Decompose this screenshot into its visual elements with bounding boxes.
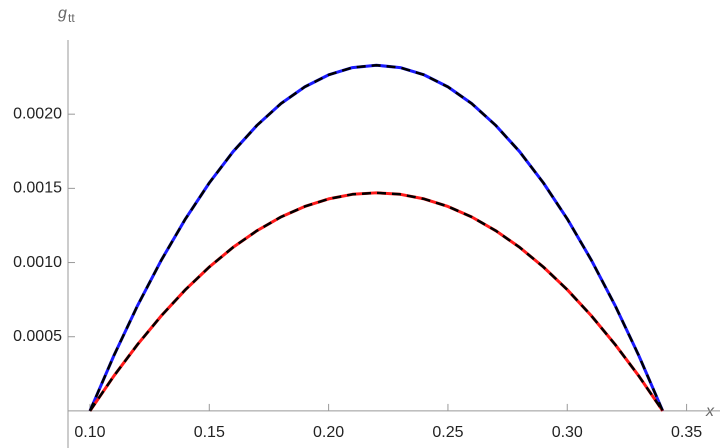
data-line	[88, 191, 664, 412]
x-axis-label: x	[705, 403, 715, 420]
x-tick-label: 0.35	[671, 424, 702, 441]
y-tick-label: 0.0020	[13, 105, 62, 122]
x-tick-label: 0.15	[194, 424, 225, 441]
x-tick-label: 0.25	[432, 424, 463, 441]
y-axis-label-sub: tt	[68, 11, 75, 25]
y-tick-label: 0.0005	[13, 328, 62, 345]
y-tick-label: 0.0010	[13, 254, 62, 271]
x-tick-label: 0.10	[74, 424, 105, 441]
data-line	[88, 63, 665, 412]
y-tick-label: 0.0015	[13, 180, 62, 197]
data-line	[88, 63, 664, 412]
x-tick-label: 0.30	[552, 424, 583, 441]
y-axis-label: g	[58, 5, 67, 22]
x-tick-label: 0.20	[313, 424, 344, 441]
